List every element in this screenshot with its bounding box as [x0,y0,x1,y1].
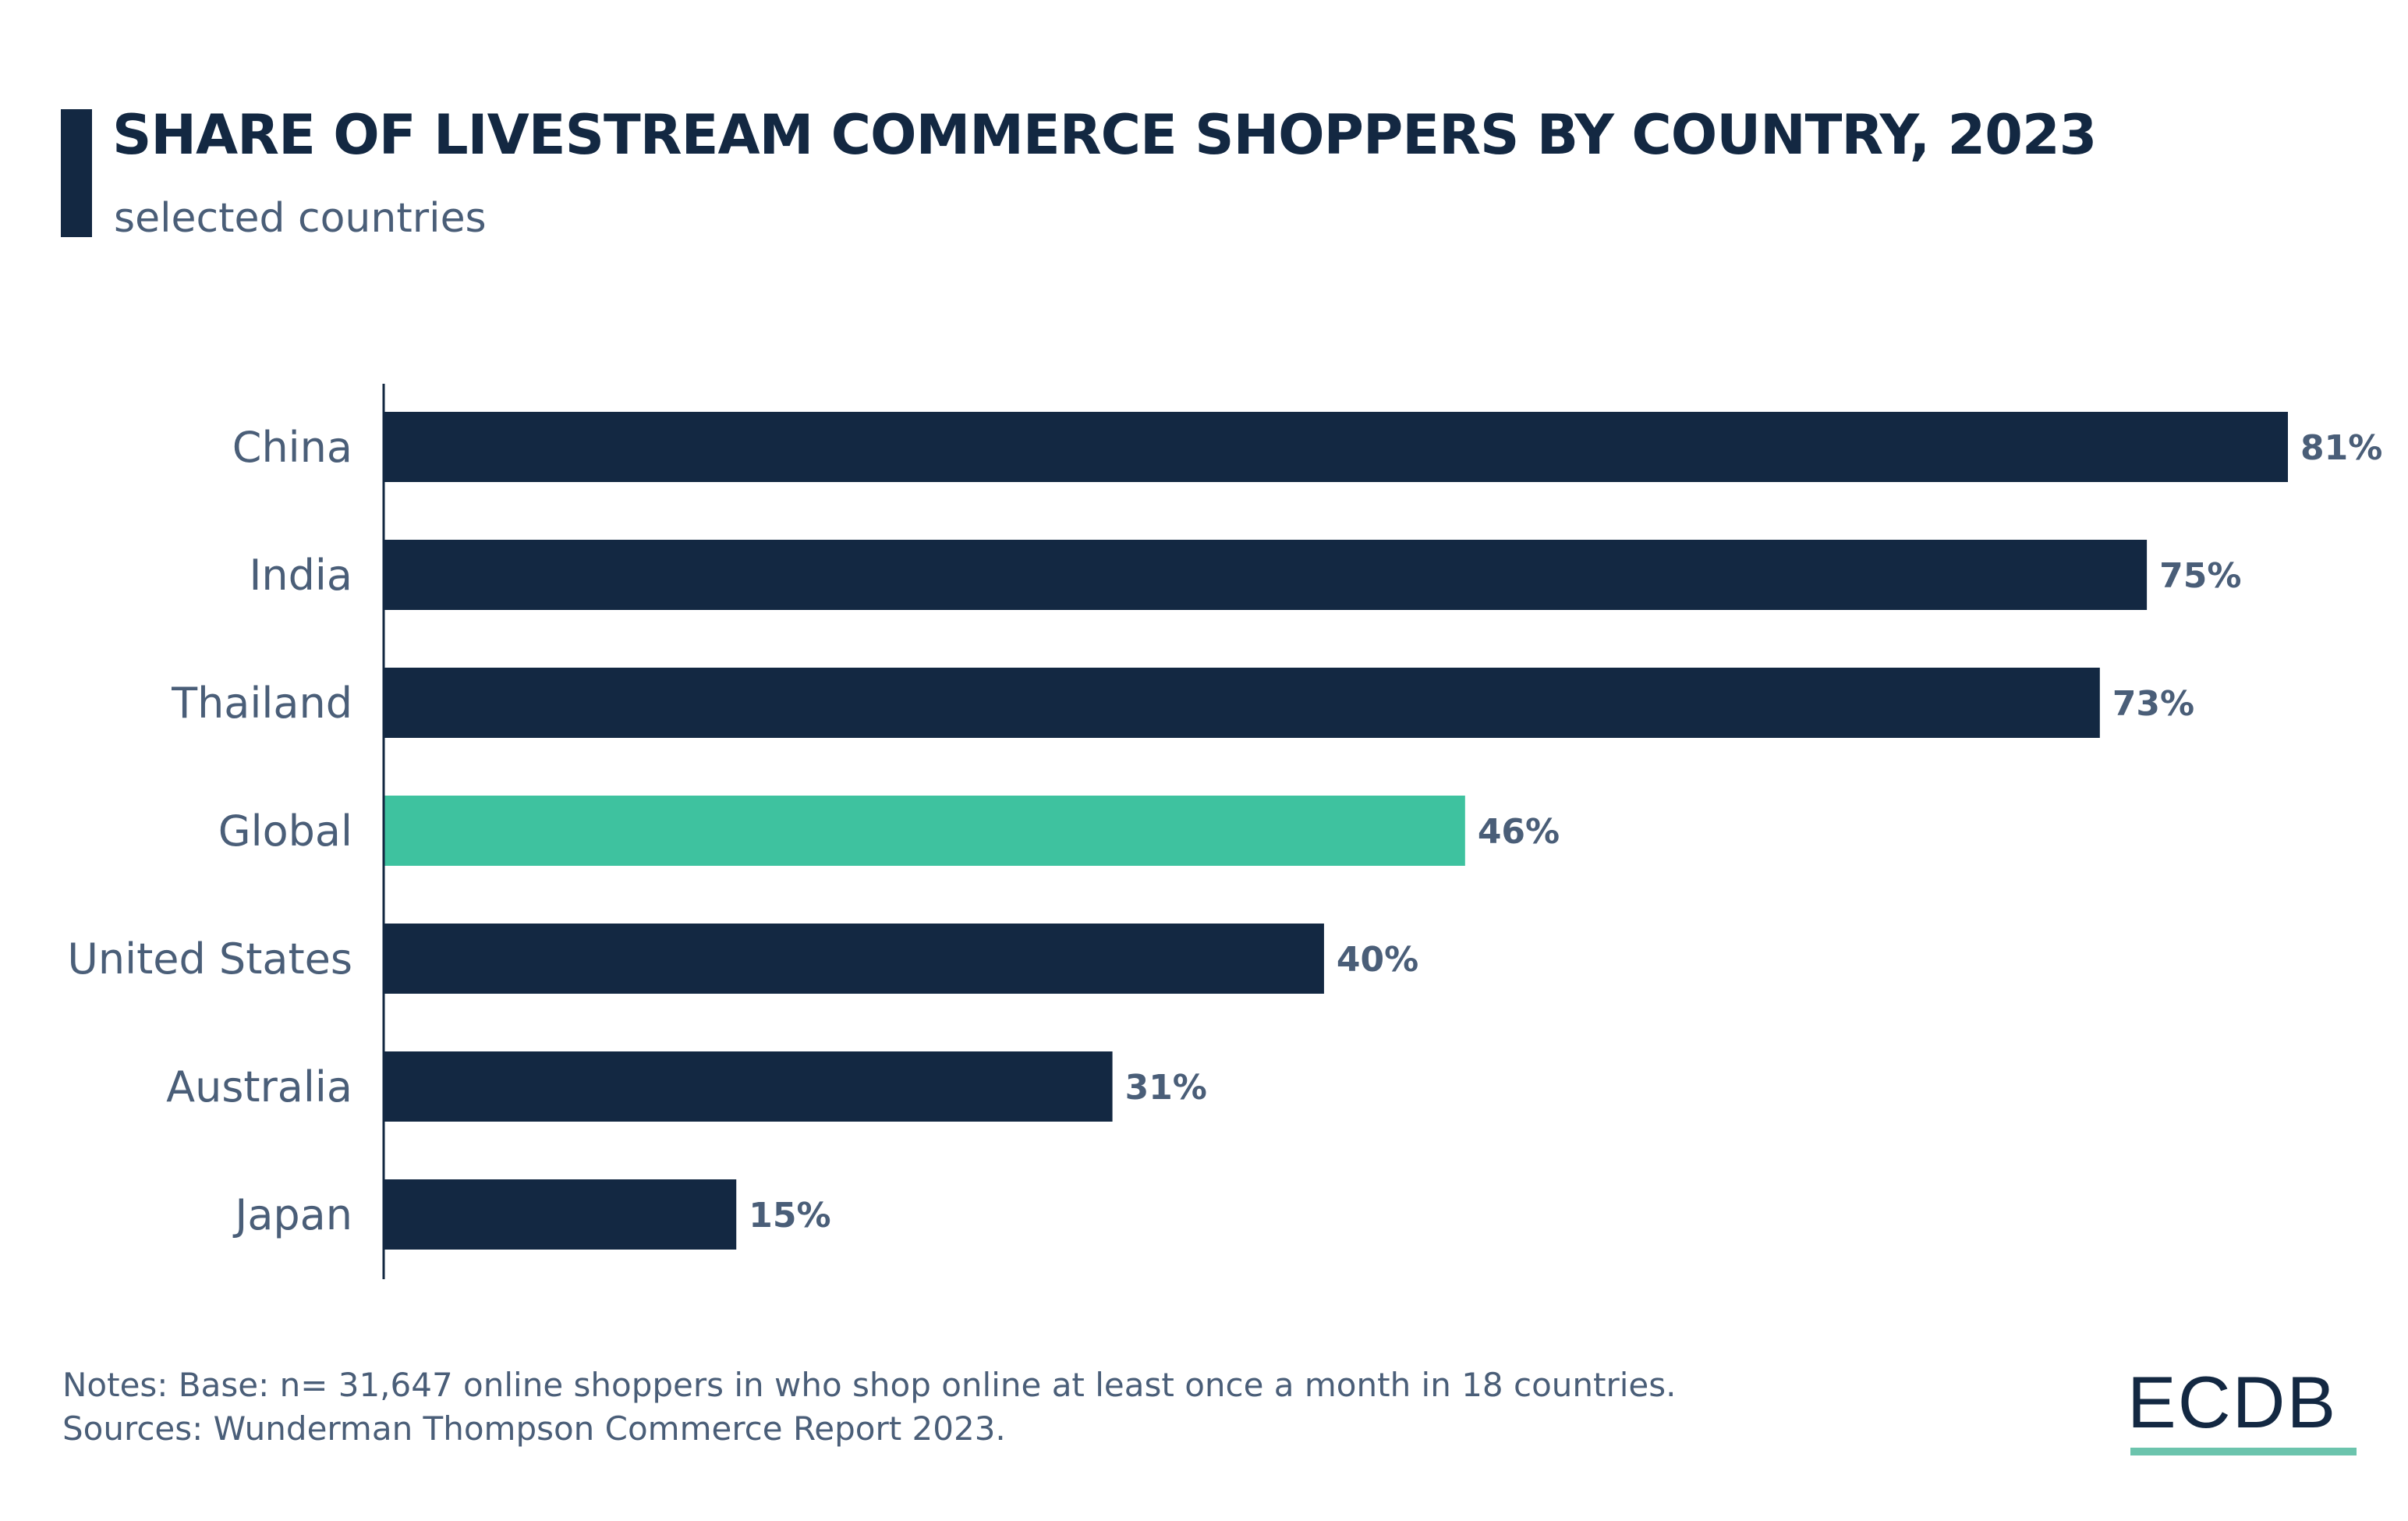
notes-text: Notes: Base: n= 31,647 online shoppers i… [62,1366,1677,1404]
value-label: 40% [1337,940,1418,980]
bar-united-states [384,924,1324,994]
bar-japan [384,1179,737,1250]
bar-australia [384,1051,1113,1122]
category-label: Thailand [171,679,352,728]
bar-india [384,540,2148,610]
value-label: 81% [2300,428,2382,468]
category-label: Japan [232,1190,352,1239]
chart-subtitle: selected countries [114,195,487,242]
bar-global [384,796,1465,866]
title-accent-bar [61,109,92,237]
ecdb-logo: ECDB [2127,1361,2338,1443]
category-label: China [232,423,352,472]
category-label: India [249,551,352,600]
bar-thailand [384,668,2100,738]
value-label: 15% [749,1196,830,1236]
footnotes: Notes: Base: n= 31,647 online shoppers i… [62,1363,1676,1451]
bar-china [384,412,2288,482]
sources-text: Sources: Wunderman Thompson Commerce Rep… [62,1409,1006,1448]
chart-title: SHARE OF LIVESTREAM COMMERCE SHOPPERS BY… [112,103,2097,167]
value-label: 75% [2159,556,2241,596]
value-label: 73% [2112,684,2194,724]
category-label: Australia [166,1062,352,1112]
value-label: 46% [1478,812,1560,852]
category-label: Global [218,807,352,856]
category-label: United States [67,934,352,984]
value-label: 31% [1125,1068,1207,1108]
logo-underline [2130,1448,2357,1455]
